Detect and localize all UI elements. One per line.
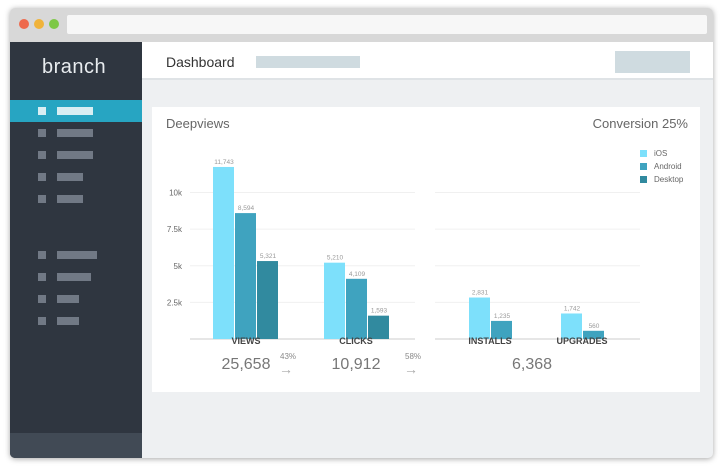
bar-android	[235, 213, 256, 339]
arrow-icon: →	[404, 361, 418, 377]
bar-value-label: 11,743	[214, 159, 234, 166]
bar-value-label: 4,109	[349, 271, 366, 278]
branch-logo: branch	[42, 56, 107, 78]
rate-views-to-clicks: 43%	[280, 352, 297, 361]
bar-value-label: 2,831	[472, 290, 489, 297]
deepviews-card: Deepviews Conversion 25% 2.5k 5k 7.5k 10k 11…	[152, 107, 700, 392]
total-views: 25,658	[221, 356, 271, 373]
legend-swatch	[640, 176, 647, 183]
bar-value-label: 560	[589, 323, 600, 330]
minimize-window-button[interactable]	[34, 19, 44, 29]
chart-legend: iOS Android Desktop	[640, 147, 683, 186]
sidebar-item-icon	[38, 251, 46, 259]
sidebar-footer	[10, 433, 142, 458]
bar-android	[583, 330, 604, 339]
sidebar-item[interactable]	[10, 266, 142, 288]
bar-value-label: 8,594	[238, 205, 255, 212]
sidebar-item[interactable]	[10, 144, 142, 166]
sidebar-item[interactable]	[10, 310, 142, 332]
sidebar-item-icon	[38, 195, 46, 203]
category-label-clicks: CLICKS	[339, 336, 373, 346]
bar-android	[346, 278, 367, 339]
y-tick-label: 5k	[174, 262, 183, 271]
category-label-upgrades: UPGRADES	[556, 336, 608, 346]
sidebar-item[interactable]	[10, 122, 142, 144]
category-label-views: VIEWS	[231, 336, 261, 346]
sidebar-item[interactable]	[10, 166, 142, 188]
maximize-window-button[interactable]	[49, 19, 59, 29]
legend-item: Android	[640, 160, 683, 173]
sidebar-item-label	[57, 273, 91, 281]
conversion-rate: Conversion 25%	[592, 116, 688, 131]
legend-swatch	[640, 150, 647, 157]
bar-value-label: 1,593	[371, 308, 388, 315]
sidebar-item-label	[57, 129, 93, 137]
funnel-bar-chart: 2.5k 5k 7.5k 10k 11,743 8,594 5,321 5,210 4,109 1…	[167, 159, 640, 340]
bar-android	[491, 320, 512, 339]
sidebar-item-label	[57, 151, 93, 159]
legend-item: Desktop	[640, 173, 683, 186]
y-tick-label: 7.5k	[167, 225, 183, 234]
total-clicks: 10,912	[331, 356, 381, 373]
sidebar-item-label	[57, 251, 97, 259]
header-placeholder	[256, 56, 360, 68]
legend-label: Desktop	[654, 175, 684, 184]
top-header: Dashboard	[142, 42, 713, 80]
y-tick-label: 2.5k	[167, 298, 183, 307]
bar-ios	[561, 313, 582, 339]
sidebar-item-icon	[38, 295, 46, 303]
sidebar-item[interactable]	[10, 100, 142, 122]
y-tick-label: 10k	[169, 189, 183, 198]
category-label-installs: INSTALLS	[468, 336, 512, 346]
bar-desktop	[257, 261, 278, 339]
bar-value-label: 5,210	[327, 255, 344, 262]
title-bar	[10, 8, 713, 42]
sidebar-item-icon	[38, 129, 46, 137]
sidebar-item-icon	[38, 173, 46, 181]
sidebar-item-label	[57, 195, 83, 203]
sidebar: branch	[10, 42, 142, 458]
sidebar-item-icon	[38, 151, 46, 159]
bar-ios	[324, 262, 345, 339]
page-title: Dashboard	[166, 54, 235, 70]
bar-desktop	[368, 315, 389, 339]
sidebar-item-label	[57, 317, 79, 325]
arrow-icon: →	[279, 361, 293, 377]
legend-label: iOS	[654, 149, 668, 158]
bar-value-label: 1,742	[564, 305, 581, 312]
close-window-button[interactable]	[19, 19, 29, 29]
sidebar-item-icon	[38, 317, 46, 325]
card-title: Deepviews	[166, 116, 230, 131]
sidebar-item-icon	[38, 273, 46, 281]
sidebar-item-label	[57, 173, 83, 181]
sidebar-item[interactable]	[10, 244, 142, 266]
sidebar-item-icon	[38, 107, 46, 115]
rate-clicks-to-installs: 58%	[405, 352, 422, 361]
browser-window: branch Dashboard Deepviews Conversion 25…	[10, 8, 713, 458]
bar-ios	[469, 297, 490, 339]
sidebar-item[interactable]	[10, 288, 142, 310]
bar-value-label: 5,321	[260, 253, 277, 260]
address-bar[interactable]	[67, 15, 707, 34]
legend-swatch	[640, 163, 647, 170]
legend-item: iOS	[640, 147, 683, 160]
sidebar-item-label	[57, 295, 79, 303]
total-installs: 6,368	[511, 356, 553, 373]
legend-label: Android	[654, 162, 682, 171]
sidebar-item[interactable]	[10, 188, 142, 210]
sidebar-item-label	[57, 107, 93, 115]
bar-ios	[213, 166, 234, 339]
header-action-button[interactable]	[615, 51, 690, 73]
bar-value-label: 1,235	[494, 313, 511, 320]
